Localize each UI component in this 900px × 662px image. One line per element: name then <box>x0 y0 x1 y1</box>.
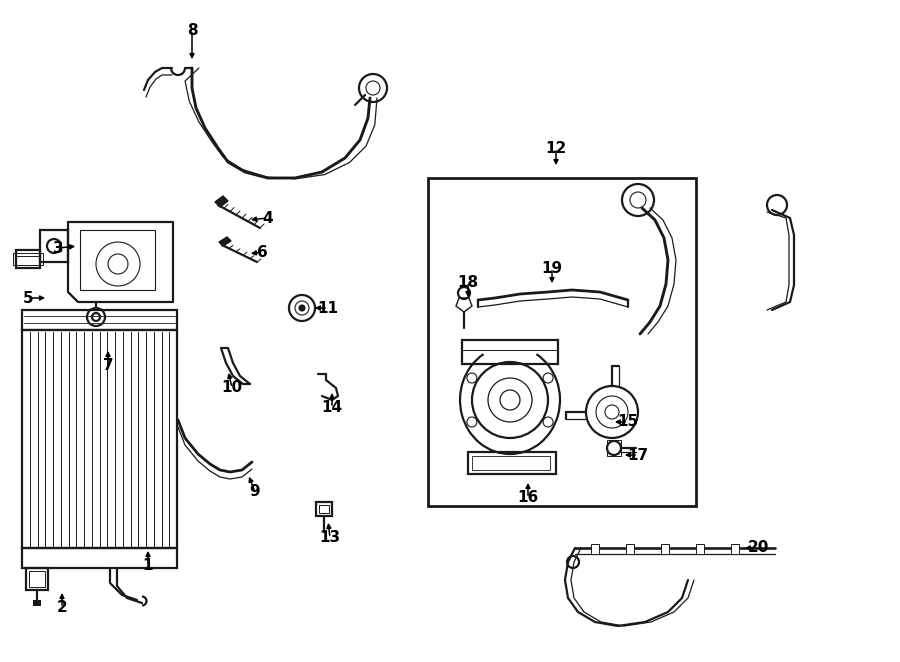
Polygon shape <box>219 237 231 246</box>
Polygon shape <box>33 600 41 606</box>
Text: 10: 10 <box>221 381 243 395</box>
Bar <box>40 230 68 262</box>
Bar <box>428 178 696 506</box>
Text: 2: 2 <box>57 600 68 616</box>
Polygon shape <box>215 196 228 207</box>
Text: 15: 15 <box>617 414 639 430</box>
Bar <box>319 505 329 513</box>
Bar <box>468 452 556 474</box>
Text: 3: 3 <box>53 240 63 256</box>
Bar <box>661 544 669 554</box>
Bar <box>22 310 177 330</box>
Text: 14: 14 <box>321 401 343 416</box>
Text: 5: 5 <box>22 291 33 305</box>
Bar <box>316 502 332 516</box>
Text: 9: 9 <box>249 485 260 500</box>
Text: 17: 17 <box>627 448 649 463</box>
Bar <box>22 330 177 548</box>
Text: 1: 1 <box>143 557 153 573</box>
Text: 16: 16 <box>518 491 538 506</box>
Bar <box>80 230 155 290</box>
Text: 11: 11 <box>318 301 338 316</box>
Text: 19: 19 <box>542 261 562 275</box>
Text: 7: 7 <box>103 357 113 373</box>
Bar <box>591 544 599 554</box>
Circle shape <box>299 305 305 311</box>
Bar <box>731 544 739 554</box>
Bar <box>696 544 704 554</box>
Polygon shape <box>456 298 472 312</box>
Bar <box>13 253 43 265</box>
Text: 20: 20 <box>747 540 769 555</box>
Text: 12: 12 <box>545 140 567 156</box>
Polygon shape <box>68 222 173 302</box>
Bar <box>626 544 634 554</box>
Bar <box>16 250 40 268</box>
Text: 6: 6 <box>256 244 267 260</box>
Text: 13: 13 <box>320 530 340 545</box>
Text: 4: 4 <box>263 211 274 226</box>
Bar <box>462 340 558 364</box>
Bar <box>472 456 550 470</box>
Text: 18: 18 <box>457 275 479 289</box>
Bar <box>607 440 621 456</box>
Bar <box>29 571 45 587</box>
Bar <box>22 548 177 568</box>
Text: 8: 8 <box>186 23 197 38</box>
Bar <box>26 568 48 590</box>
